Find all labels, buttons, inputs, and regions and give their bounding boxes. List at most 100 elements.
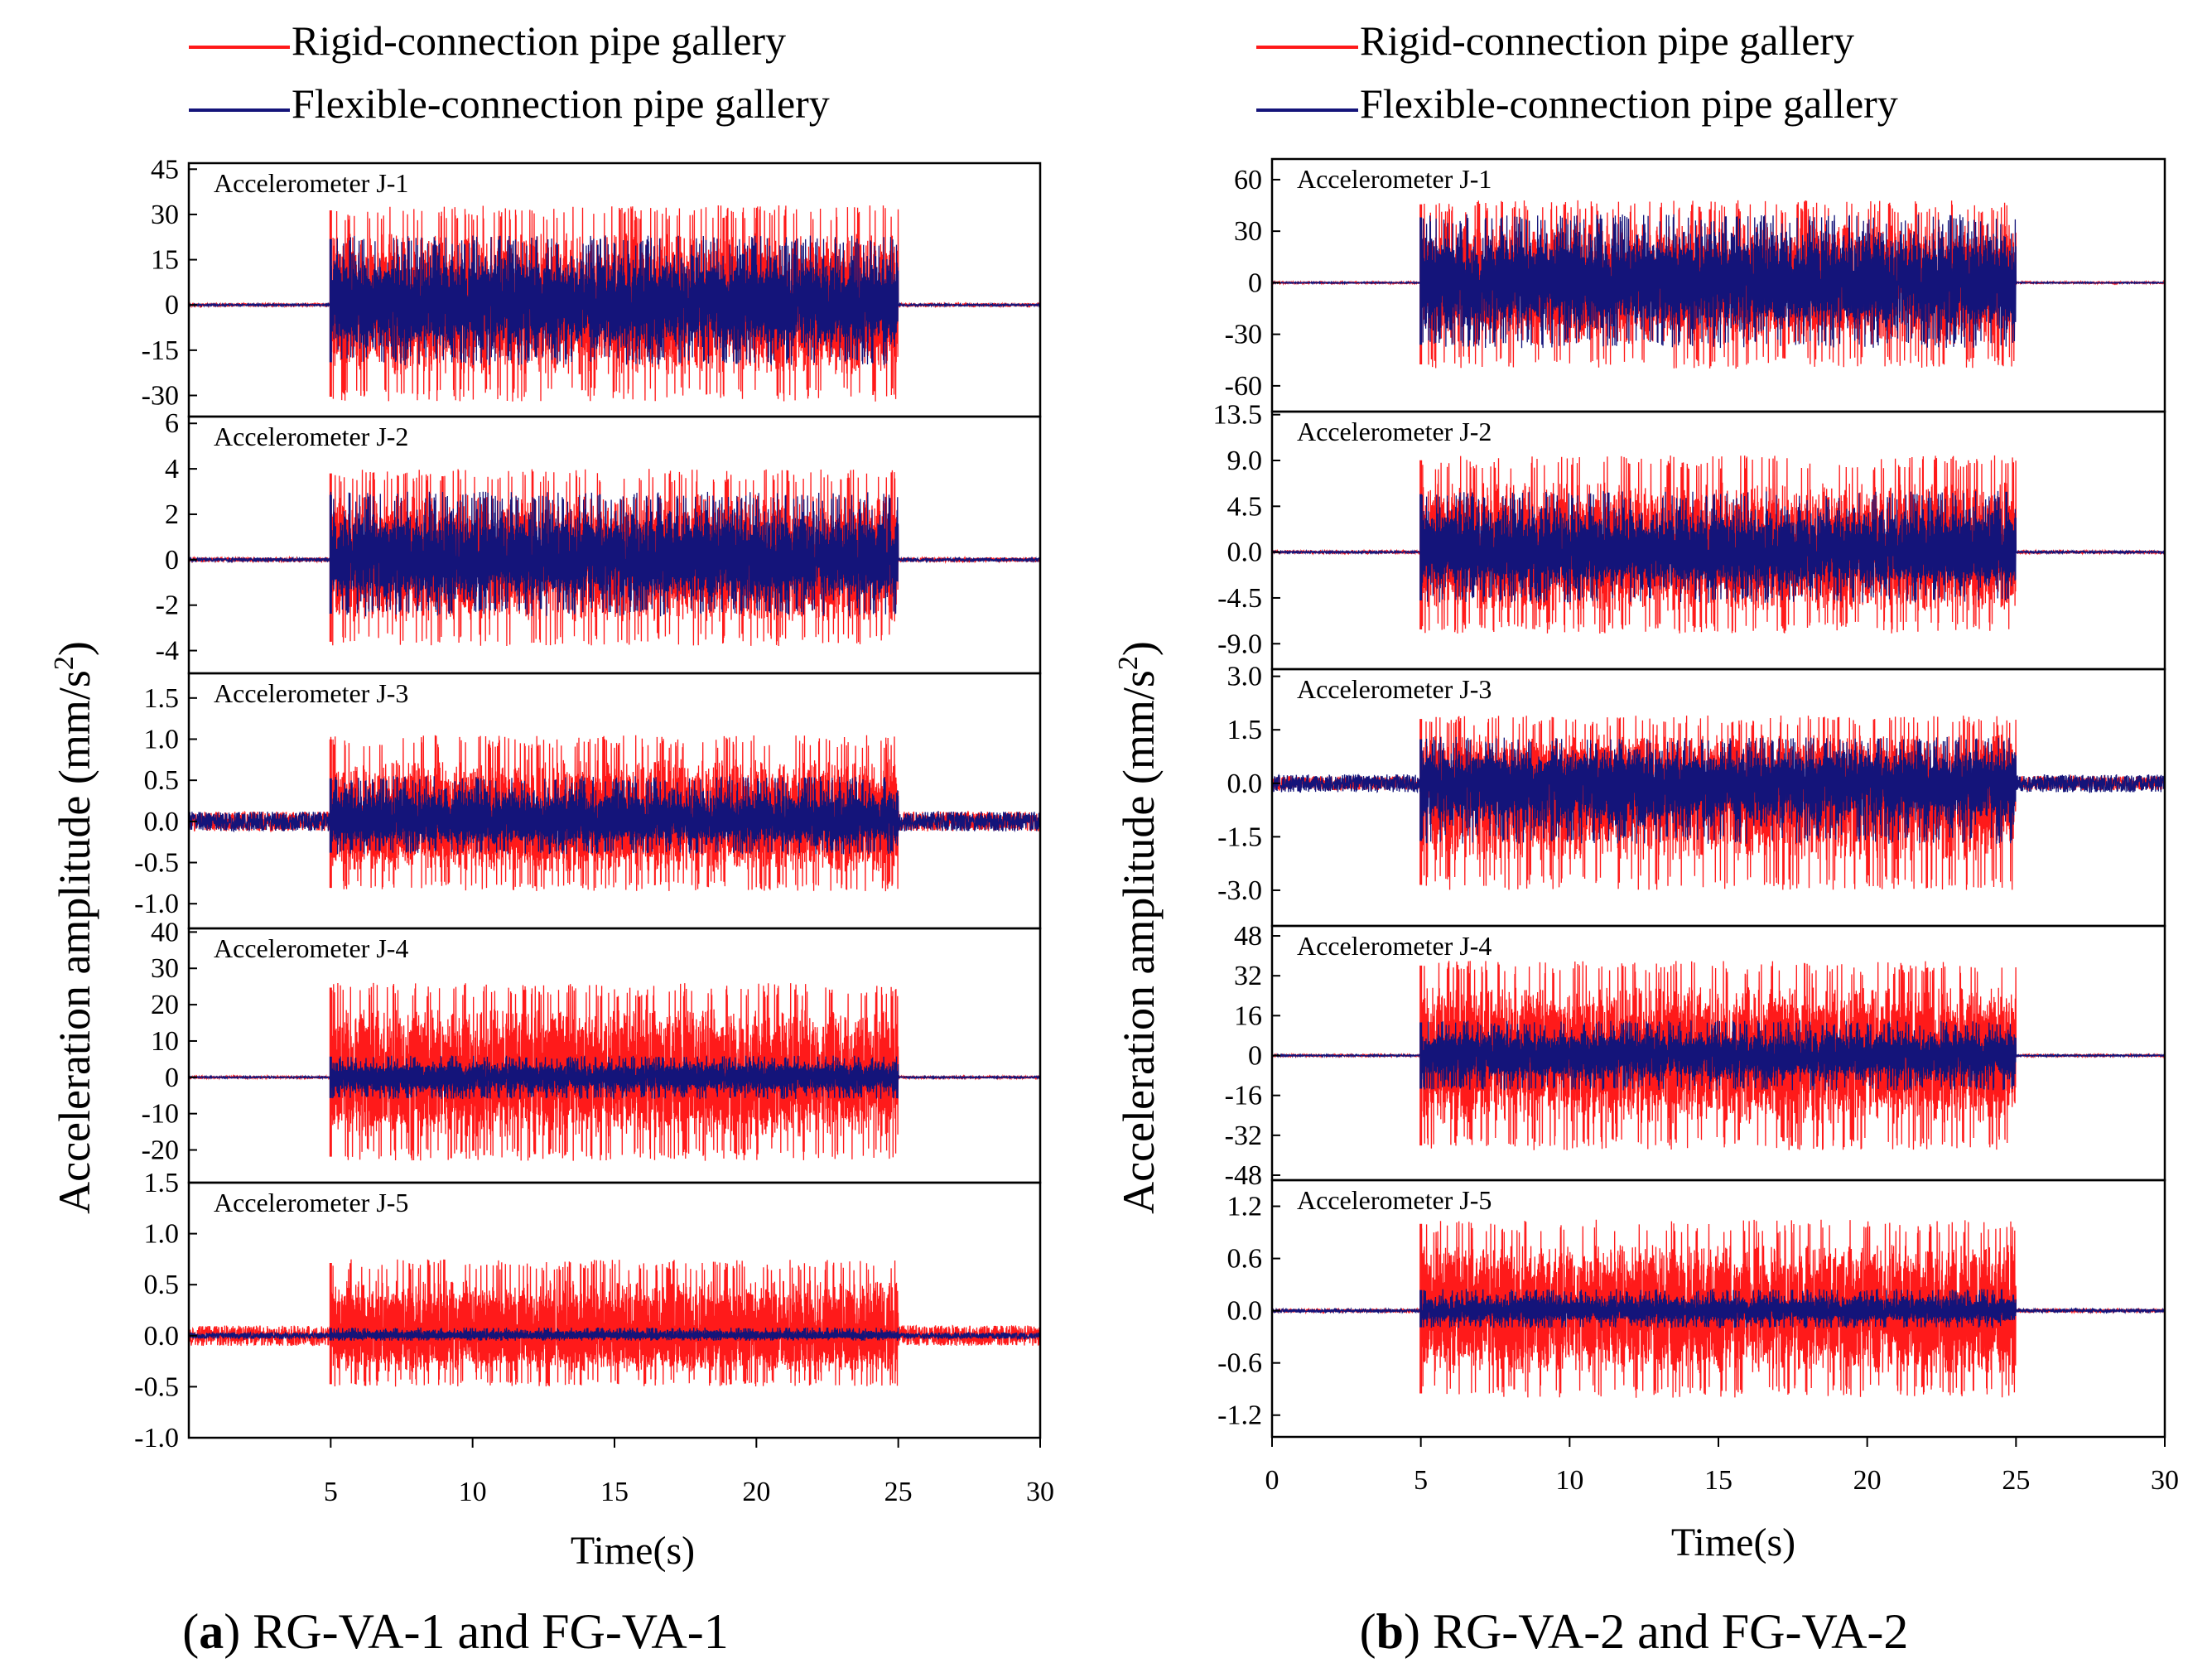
y-tick-label: 0 xyxy=(165,545,179,576)
panel-signals xyxy=(189,1259,1040,1387)
panel-label: Accelerometer J-1 xyxy=(1297,164,1492,194)
y-tick-label: 20 xyxy=(151,990,179,1020)
x-tick-label: 30 xyxy=(1026,1477,1054,1507)
panel-2: 13.5 9.0 4.5 0.0 -4.5 -9.0 Accelerometer J-2 xyxy=(1213,400,2166,671)
panel-label: Accelerometer J-2 xyxy=(1297,417,1492,446)
chart-a: Acceleration amplitude (mm/s2) Time(s) (… xyxy=(49,154,1054,1659)
y-tick-label: 13.5 xyxy=(1213,400,1263,431)
y-tick-label: -20 xyxy=(142,1135,179,1166)
x-tick-label: 25 xyxy=(884,1477,913,1507)
y-tick-label: 1.5 xyxy=(144,683,180,714)
panel-signals xyxy=(189,982,1040,1161)
panel-5: 1.2 0.6 0.0 -0.6 -1.2 Accelerometer J-5 xyxy=(1217,1179,2166,1439)
y-tick-label: 4.5 xyxy=(1227,491,1263,522)
x-tick-label: 15 xyxy=(1704,1465,1732,1496)
panel-label: Accelerometer J-4 xyxy=(214,933,408,963)
y-tick-label: 0.5 xyxy=(144,765,180,796)
chart-b-ylabel: Acceleration amplitude (mm/s2) xyxy=(1113,641,1164,1214)
chart-b-caption: (b) RG-VA-2 and FG-VA-2 xyxy=(1360,1604,1909,1659)
y-tick-label: 1.0 xyxy=(144,724,180,754)
panel-signals xyxy=(1272,961,2165,1150)
x-tick-label: 10 xyxy=(1555,1465,1583,1496)
y-tick-label: 0.5 xyxy=(144,1270,180,1300)
y-tick-label: 10 xyxy=(151,1026,179,1057)
y-tick-label: 0 xyxy=(1248,268,1262,298)
y-tick-label: -16 xyxy=(1225,1081,1262,1111)
x-tick-label: 0 xyxy=(1265,1465,1279,1496)
y-tick-label: 30 xyxy=(151,200,179,230)
legend-a: Rigid-connection pipe gallery Flexible-c… xyxy=(189,17,830,127)
x-axis: 0 5 10 15 20 25 30 xyxy=(1265,1437,2179,1496)
y-tick-label: 1.5 xyxy=(1227,715,1263,745)
legend-b: Rigid-connection pipe gallery Flexible-c… xyxy=(1256,17,1898,127)
y-tick-label: 6 xyxy=(165,408,179,439)
x-tick-label: 15 xyxy=(600,1477,629,1507)
y-tick-label: 1.2 xyxy=(1227,1192,1263,1222)
panel-signals xyxy=(189,735,1040,892)
y-tick-label: 30 xyxy=(151,953,179,984)
y-tick-label: 0.6 xyxy=(1227,1244,1263,1275)
legend-b-flexible-label: Flexible-connection pipe gallery xyxy=(1360,80,1898,127)
y-tick-label: 0.0 xyxy=(1227,1296,1263,1327)
panel-signals xyxy=(1272,200,2165,369)
panel-4: 48 32 16 0 -16 -32 -48 Accelerometer J-4 xyxy=(1225,921,2166,1191)
series-rigid-panel-5 xyxy=(189,1259,1040,1387)
panel-5: 1.5 1.0 0.5 0.0 -0.5 -1.0 Accelerometer J-5 xyxy=(134,1168,1042,1453)
y-tick-label: -1.0 xyxy=(134,889,179,919)
x-tick-label: 25 xyxy=(2002,1465,2030,1496)
y-tick-label: 45 xyxy=(151,154,179,185)
y-tick-label: -1.2 xyxy=(1217,1400,1262,1431)
panel-1: 60 30 0 -30 -60 Accelerometer J-1 xyxy=(1225,157,2166,413)
y-tick-label: -60 xyxy=(1225,371,1262,402)
y-tick-label: 2 xyxy=(165,499,179,530)
chart-b: Acceleration amplitude (mm/s2) Time(s) (… xyxy=(1113,157,2179,1659)
y-tick-label: 0.0 xyxy=(144,1321,180,1352)
y-tick-label: -30 xyxy=(1225,320,1262,350)
y-tick-label: -30 xyxy=(142,381,179,412)
x-tick-label: 5 xyxy=(324,1477,338,1507)
y-tick-label: -0.6 xyxy=(1217,1348,1262,1379)
x-tick-label: 30 xyxy=(2151,1465,2179,1496)
panel-label: Accelerometer J-5 xyxy=(1297,1185,1492,1215)
y-tick-label: 1.5 xyxy=(144,1168,180,1198)
panel-signals xyxy=(189,469,1040,647)
y-tick-label: 0.0 xyxy=(1227,769,1263,799)
x-tick-label: 20 xyxy=(742,1477,770,1507)
panel-label: Accelerometer J-2 xyxy=(214,422,408,451)
panel-signals xyxy=(1272,1219,2165,1398)
y-tick-label: -0.5 xyxy=(134,1371,179,1402)
panel-label: Accelerometer J-1 xyxy=(214,168,408,198)
x-tick-label: 20 xyxy=(1853,1465,1882,1496)
panel-3: 3.0 1.5 0.0 -1.5 -3.0 Accelerometer J-3 xyxy=(1217,662,2166,928)
panel-label: Accelerometer J-4 xyxy=(1297,931,1492,961)
chart-a-caption: (a) RG-VA-1 and FG-VA-1 xyxy=(182,1604,728,1659)
y-tick-label: -1.5 xyxy=(1217,822,1262,852)
panel-4: 40 30 20 10 0 -10 -20 Accelerometer J-4 xyxy=(142,917,1042,1184)
panel-signals xyxy=(1272,715,2165,890)
panel-1: 45 30 15 0 -15 -30 Accelerometer J-1 xyxy=(142,154,1042,418)
panel-3: 1.5 1.0 0.5 0.0 -0.5 -1.0 Accelerometer J-3 xyxy=(134,672,1042,930)
y-tick-label: -15 xyxy=(142,335,179,366)
y-tick-label: 0.0 xyxy=(144,807,180,837)
y-tick-label: -48 xyxy=(1225,1160,1262,1191)
y-tick-label: -0.5 xyxy=(134,848,179,879)
chart-a-xlabel: Time(s) xyxy=(571,1529,695,1573)
y-tick-label: -32 xyxy=(1225,1121,1262,1151)
y-tick-label: 32 xyxy=(1234,961,1262,991)
y-tick-label: 0 xyxy=(165,1063,179,1093)
y-tick-label: 4 xyxy=(165,454,179,484)
chart-b-xlabel: Time(s) xyxy=(1671,1521,1795,1564)
panel-label: Accelerometer J-5 xyxy=(214,1188,408,1217)
legend-a-flexible-label: Flexible-connection pipe gallery xyxy=(292,80,830,127)
y-tick-label: -4.5 xyxy=(1217,583,1262,614)
y-tick-label: 16 xyxy=(1234,1000,1262,1031)
y-tick-label: 3.0 xyxy=(1227,662,1263,692)
y-tick-label: -3.0 xyxy=(1217,875,1262,906)
x-tick-label: 10 xyxy=(459,1477,487,1507)
panel-label: Accelerometer J-3 xyxy=(214,678,408,708)
panel-2: 6 4 2 0 -2 -4 Accelerometer J-2 xyxy=(156,408,1042,675)
y-tick-label: 1.0 xyxy=(144,1219,180,1250)
y-tick-label: 48 xyxy=(1234,921,1262,952)
x-tick-label: 5 xyxy=(1414,1465,1428,1496)
